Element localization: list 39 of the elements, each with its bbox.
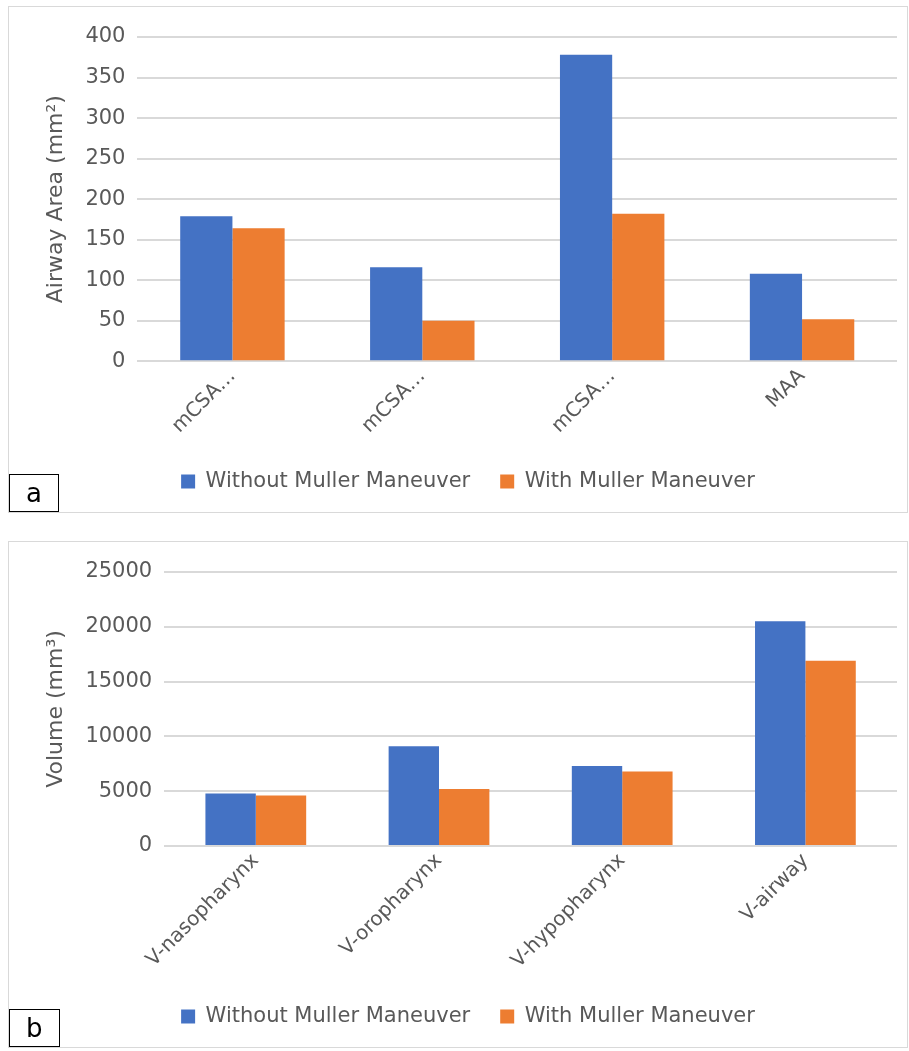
y-tick-label: 50 — [98, 307, 126, 332]
y-tick-label: 250 — [85, 145, 126, 170]
y-tick-label: 400 — [85, 23, 126, 48]
bar — [205, 793, 256, 845]
bar — [255, 795, 307, 845]
y-tick-label: 5000 — [98, 777, 153, 802]
bar — [571, 765, 623, 845]
bar — [422, 320, 475, 361]
y-tick-label: 20000 — [85, 613, 153, 638]
y-tick-label: 200 — [85, 185, 126, 210]
bar — [559, 54, 613, 361]
y-tick-label: 15000 — [85, 668, 153, 693]
text: b — [9, 1009, 60, 1047]
bar — [755, 621, 806, 845]
legend-label: Without Muller Maneuver — [205, 1002, 471, 1027]
y-axis-title: Volume (mm³) — [41, 630, 67, 788]
bar — [612, 213, 665, 361]
y-tick-label: 10000 — [85, 722, 153, 747]
bar — [180, 216, 233, 361]
legend-label: Without Muller Maneuver — [205, 467, 471, 492]
y-tick-label: 100 — [85, 266, 126, 291]
bar — [370, 267, 423, 361]
bar — [749, 273, 803, 361]
bar — [439, 789, 490, 845]
bar — [622, 771, 673, 845]
y-tick-label: 150 — [85, 226, 126, 251]
bar — [232, 228, 285, 361]
y-tick-label: 0 — [138, 832, 153, 857]
y-tick-label: 25000 — [85, 558, 153, 583]
bar — [805, 660, 856, 845]
bar — [802, 319, 855, 361]
bar — [388, 746, 439, 845]
legend-label: With Muller Maneuver — [524, 467, 756, 492]
y-tick-label: 0 — [112, 347, 126, 372]
y-tick-label: 350 — [85, 63, 126, 88]
y-axis-title: Airway Area (mm²) — [41, 95, 67, 304]
legend-label: With Muller Maneuver — [524, 1002, 756, 1027]
text: a — [9, 474, 59, 512]
y-tick-label: 300 — [85, 104, 126, 129]
